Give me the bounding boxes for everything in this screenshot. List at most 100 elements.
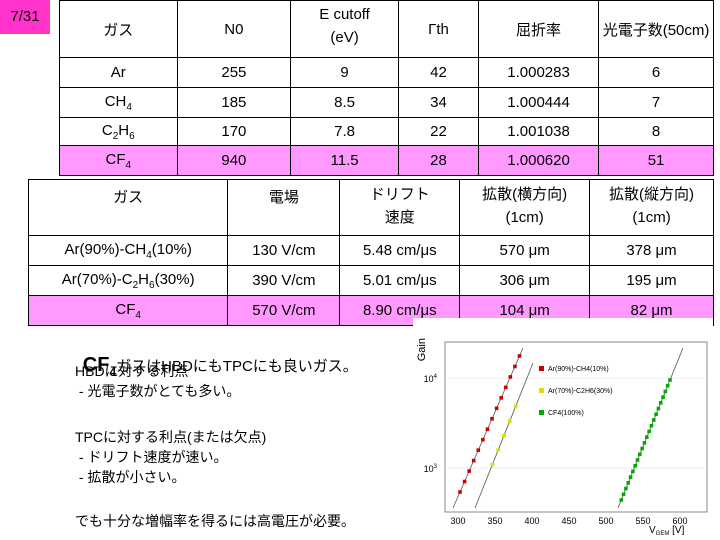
point-ar-ch4 xyxy=(467,469,471,473)
cell: CF4 xyxy=(27,295,229,326)
point-cf4 xyxy=(619,498,624,502)
cell: 130 V/cm xyxy=(227,235,341,266)
point-cf4 xyxy=(668,378,672,382)
cell: 28 xyxy=(397,145,480,176)
point-cf4 xyxy=(665,383,670,388)
point-ar-ch4 xyxy=(513,364,517,369)
headline-cf4: CF4 xyxy=(82,354,117,379)
legend-marker-ar-c2h6 xyxy=(539,388,544,393)
point-ar-c2h6 xyxy=(490,462,495,467)
chart-legend: Ar(90%)-CH4(10%) Ar(70%)-C2H6(30%) CF4(1… xyxy=(539,366,613,417)
footer-note: でも十分な増幅率を得るには高電圧が必要。 xyxy=(75,513,355,529)
cell: 8 xyxy=(598,117,714,146)
cell: 6 xyxy=(598,57,714,88)
point-cf4 xyxy=(635,458,640,462)
y-tick-10e3: 103 xyxy=(424,464,438,474)
point-ar-ch4 xyxy=(485,427,490,432)
table-row-highlight: CF4 940 11.5 28 1.000620 51 xyxy=(59,145,714,176)
point-cf4 xyxy=(649,423,654,428)
point-cf4 xyxy=(658,401,663,405)
point-cf4 xyxy=(631,469,635,474)
point-ar-c2h6 xyxy=(508,419,512,423)
cell: 255 xyxy=(176,57,292,88)
header-drift-velocity: ドリフト 速度 xyxy=(339,179,461,236)
cell: Ar(90%)-CH4(10%) xyxy=(27,235,229,266)
headline: CF4ガスはHBDにもTPCにも良いガス。 xyxy=(75,338,358,381)
point-ar-c2h6 xyxy=(502,433,506,438)
point-cf4 xyxy=(647,429,651,434)
legend-marker-ar-ch4 xyxy=(539,366,544,371)
cell: 570 V/cm xyxy=(227,295,341,326)
x-tick-label: 400 xyxy=(524,516,539,526)
cell: 195 μm xyxy=(589,265,714,296)
gas-properties-table: ガス N0 E cutoff (eV) Γth 屈折率 光電子数(50cm) Ar… xyxy=(59,0,714,176)
header-longitudinal-diffusion: 拡散(縦方向) (1cm) xyxy=(589,179,714,236)
cell: 170 xyxy=(176,117,292,146)
x-tick-label: 450 xyxy=(561,516,576,526)
x-tick-label: 300 xyxy=(450,516,465,526)
hbd-title: HBDに対する利点 xyxy=(75,363,189,379)
cell: CH4 xyxy=(59,87,178,118)
tpc-title: TPCに対する利点(または欠点) xyxy=(75,429,267,445)
table-header-row: ガス N0 E cutoff (eV) Γth 屈折率 光電子数(50cm) xyxy=(59,0,714,58)
cell: 378 μm xyxy=(589,235,714,266)
cell: 1.000444 xyxy=(478,87,600,118)
header-ecutoff: E cutoff (eV) xyxy=(290,0,399,58)
header-n0: N0 xyxy=(176,0,292,58)
header-photoelectrons: 光電子数(50cm) xyxy=(598,0,714,58)
plot-frame xyxy=(444,341,708,513)
point-cf4 xyxy=(628,475,633,479)
point-ar-ch4 xyxy=(481,437,485,442)
point-cf4 xyxy=(656,406,661,411)
point-cf4 xyxy=(638,452,642,457)
hbd-point: - 光電子数がとても多い。 xyxy=(75,383,241,399)
point-cf4 xyxy=(654,412,658,417)
cell: 1.000283 xyxy=(478,57,600,88)
point-cf4 xyxy=(621,492,626,497)
cell: 5.01 cm/μs xyxy=(339,265,461,296)
table-row: C2H6 170 7.8 22 1.001038 8 xyxy=(59,117,714,146)
drift-diffusion-table: ガス 電場 ドリフト 速度 拡散(横方向) (1cm) 拡散(縦方向) (1cm) A… xyxy=(27,179,714,326)
header-field: 電場 xyxy=(227,179,341,236)
header-refractive-index: 屈折率 xyxy=(478,0,600,58)
point-cf4 xyxy=(633,463,637,468)
cell: 51 xyxy=(598,145,714,176)
cell: Ar xyxy=(59,57,178,88)
point-cf4 xyxy=(663,389,668,394)
legend-cf4: CF4(100%) xyxy=(548,410,584,417)
gain-chart: Gain 104 103 300 350 400 450 500 550 600 VGEM … xyxy=(413,318,713,540)
cell: 9 xyxy=(290,57,399,88)
point-cf4 xyxy=(642,441,647,445)
legend-ar-c2h6: Ar(70%)-C2H6(30%) xyxy=(548,388,613,395)
cell: 570 μm xyxy=(459,235,591,266)
point-ar-ch4 xyxy=(508,375,513,379)
point-ar-ch4 xyxy=(476,448,481,452)
table-row: Ar(90%)-CH4(10%) 130 V/cm 5.48 cm/μs 570… xyxy=(27,235,714,266)
cell: Ar(70%)-C2H6(30%) xyxy=(27,265,229,296)
cell: 5.48 cm/μs xyxy=(339,235,461,266)
chart-ylabel: Gain xyxy=(416,338,428,361)
cell: 1.001038 xyxy=(478,117,600,146)
table-row: Ar 255 9 42 1.000283 6 xyxy=(59,57,714,88)
header-transverse-diffusion: 拡散(横方向) (1cm) xyxy=(459,179,591,236)
x-tick-label: 500 xyxy=(598,516,613,526)
header-gas: ガス xyxy=(27,179,229,236)
cell: C2H6 xyxy=(59,117,178,146)
table-row: CH4 185 8.5 34 1.000444 7 xyxy=(59,87,714,118)
x-tick-label: 350 xyxy=(487,516,502,526)
x-tick-label: 550 xyxy=(635,516,650,526)
cell: 1.000620 xyxy=(478,145,600,176)
header-gas: ガス xyxy=(59,0,178,58)
cell: 7 xyxy=(598,87,714,118)
point-ar-c2h6 xyxy=(496,448,500,452)
headline-rest: ガスはHBDにもTPCにも良いガス。 xyxy=(116,358,358,375)
point-ar-c2h6 xyxy=(513,404,518,409)
point-ar-ch4 xyxy=(494,406,499,411)
table-header-row: ガス 電場 ドリフト 速度 拡散(横方向) (1cm) 拡散(縦方向) (1cm) xyxy=(27,179,714,236)
legend-marker-cf4 xyxy=(539,410,544,415)
table-row-highlight: CF4 570 V/cm 8.90 cm/μs 104 μm 82 μm xyxy=(27,295,714,326)
point-cf4 xyxy=(651,418,656,422)
legend-ar-ch4: Ar(90%)-CH4(10%) xyxy=(548,366,609,373)
header-gamma-th: Γth xyxy=(397,0,480,58)
point-cf4 xyxy=(644,435,649,439)
